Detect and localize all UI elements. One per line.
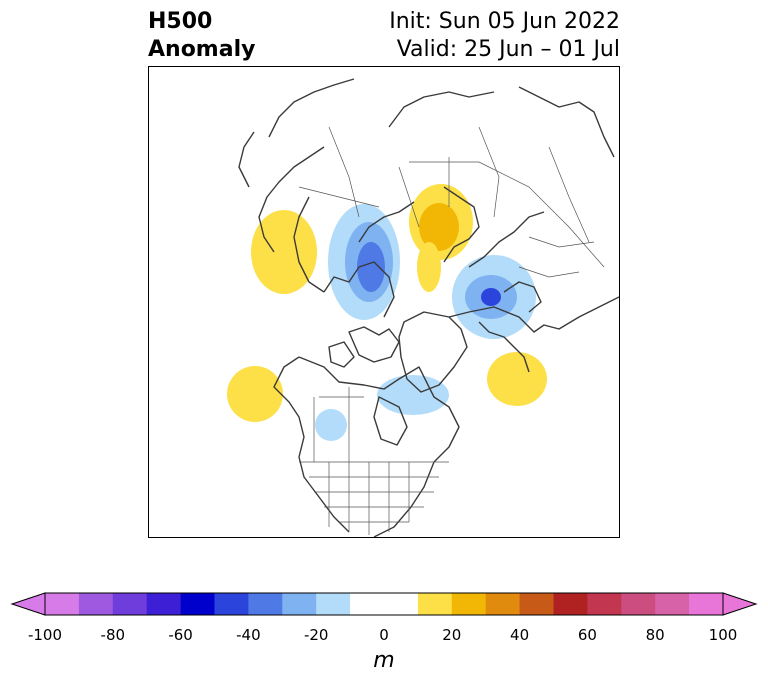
colorbar-segment <box>248 593 283 615</box>
colorbar-max-arrow <box>722 592 758 616</box>
colorbar-min-arrow <box>10 592 46 616</box>
colorbar-tick-label: 60 <box>577 626 597 644</box>
title-line-1: H500 <box>148 9 213 34</box>
positive-anomaly-nw <box>251 210 317 294</box>
colorbar-tick-label: 20 <box>442 626 462 644</box>
positive-anomaly-pacific <box>227 366 283 422</box>
colorbar-segment <box>316 593 351 615</box>
colorbar-segment <box>485 593 521 615</box>
colorbar-tick-label: -40 <box>236 626 261 644</box>
colorbar-segment <box>519 593 554 615</box>
colorbar-segment <box>350 593 385 615</box>
valid-range: Valid: 25 Jun – 01 Jul <box>396 37 620 62</box>
init-date: Init: Sun 05 Jun 2022 <box>389 9 620 34</box>
map-canvas <box>227 78 619 537</box>
negative-anomaly-us <box>315 409 347 441</box>
map-title: H500 Anomaly <box>148 8 255 64</box>
positive-anomaly-atlantic <box>487 352 547 406</box>
anomaly-layer <box>227 184 547 441</box>
colorbar <box>10 592 758 616</box>
colorbar-segment <box>45 593 80 615</box>
colorbar-segment <box>587 593 622 615</box>
colorbar-segment <box>417 593 453 615</box>
colorbar-segment <box>689 593 724 615</box>
colorbar-segment <box>146 593 182 615</box>
colorbar-tick-label: 80 <box>645 626 665 644</box>
negative-anomaly-east <box>452 255 536 339</box>
colorbar-segment <box>112 593 148 615</box>
map-dates: Init: Sun 05 Jun 2022 Valid: 25 Jun – 01… <box>389 8 620 64</box>
colorbar-segment <box>553 593 588 615</box>
map-panel <box>148 66 620 538</box>
colorbar-units: m <box>373 648 395 673</box>
colorbar-tick-label: -60 <box>168 626 193 644</box>
colorbar-segment <box>655 593 690 615</box>
colorbar-tick-label: -100 <box>27 626 63 644</box>
colorbar-segment <box>78 593 114 615</box>
colorbar-tick-label: -20 <box>303 626 329 644</box>
political-borders <box>298 126 605 535</box>
negative-anomaly-hudson <box>377 375 449 415</box>
colorbar-segment <box>180 593 215 615</box>
colorbar-segment <box>621 593 656 615</box>
colorbar-segment <box>384 593 419 615</box>
colorbar-tick-label: 0 <box>379 626 389 644</box>
colorbar-tick-label: 40 <box>510 626 530 644</box>
colorbar-segment <box>282 593 317 615</box>
colorbar-outline <box>44 592 724 616</box>
colorbar-segments <box>10 592 758 616</box>
negative-anomaly-center <box>328 204 400 320</box>
colorbar-tick-label: -80 <box>100 626 126 644</box>
coastlines <box>238 78 619 537</box>
title-line-2: Anomaly <box>148 37 256 62</box>
colorbar-segment <box>214 593 249 615</box>
colorbar-tick-label: 100 <box>708 626 738 644</box>
positive-anomaly-north <box>409 184 473 292</box>
colorbar-segment <box>451 593 487 615</box>
